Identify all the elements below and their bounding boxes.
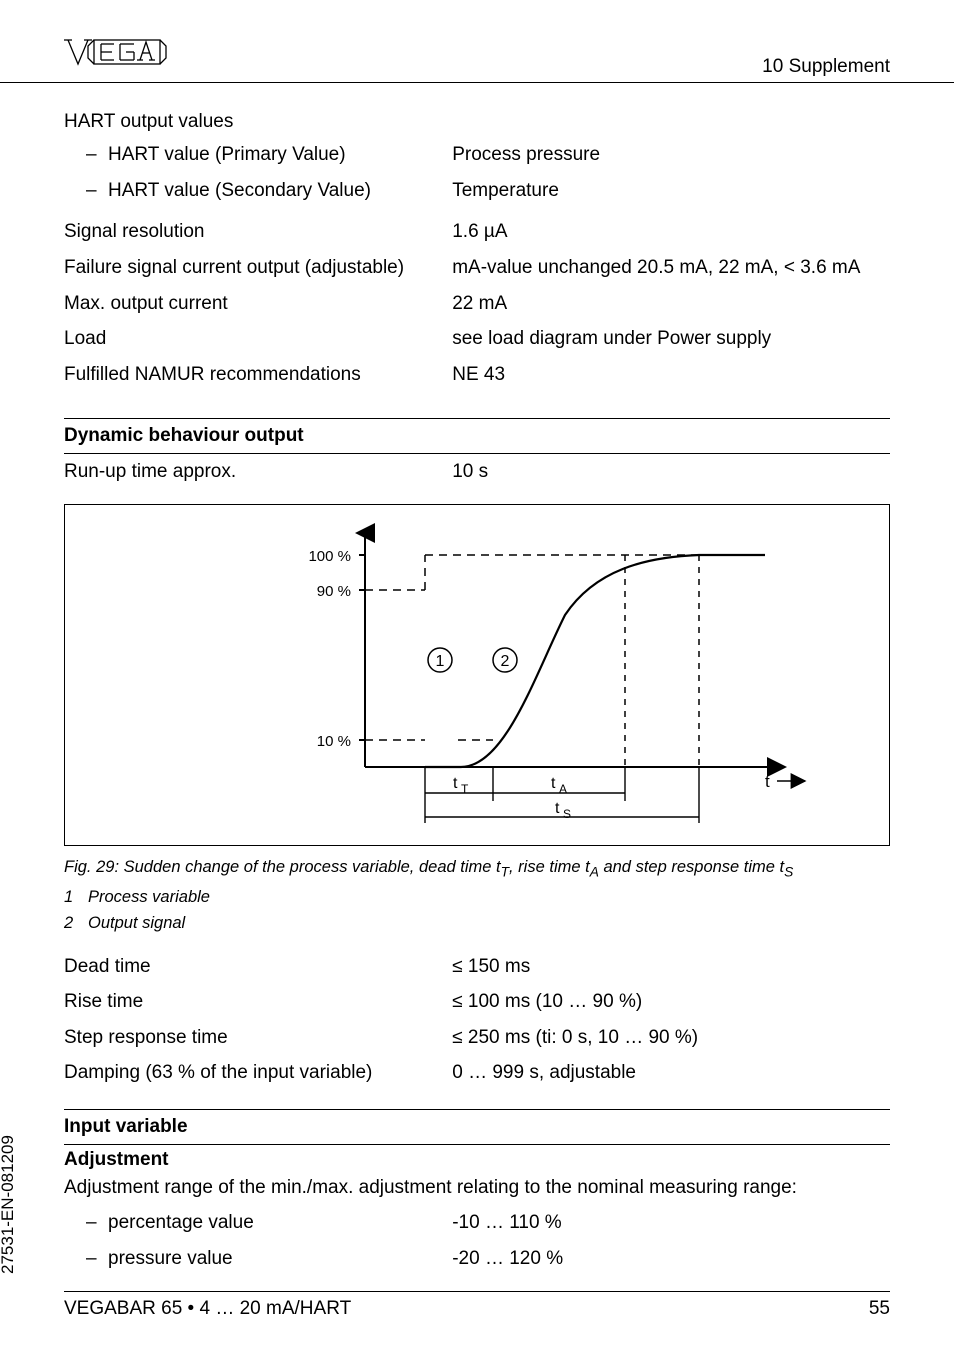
hart-table: –HART value (Primary Value) Process pres… (64, 137, 890, 208)
input-variable-title: Input variable (64, 1114, 890, 1145)
table-row: Dead time≤ 150 ms (64, 949, 890, 985)
hart-v-0: Process pressure (452, 137, 890, 173)
hart-k-0: HART value (Primary Value) (108, 142, 346, 168)
timing-table: Dead time≤ 150 ms Rise time≤ 100 ms (10 … (64, 949, 890, 1092)
dynamic-table: Run-up time approx.10 s (64, 454, 890, 490)
table-row: Max. output current22 mA (64, 286, 890, 322)
dynamic-section-title: Dynamic behaviour output (64, 418, 890, 454)
table-row: Failure signal current output (adjustabl… (64, 250, 890, 286)
figure-caption: Fig. 29: Sudden change of the process va… (64, 856, 890, 882)
figure-29: 100 % 90 % 10 % 1 2 t T (64, 504, 890, 846)
adjustment-subheading: Adjustment (64, 1149, 890, 1171)
svg-text:t: t (555, 800, 560, 817)
svg-text:A: A (559, 782, 567, 796)
table-row: –HART value (Primary Value) Process pres… (64, 137, 890, 173)
hart-title: HART output values (64, 107, 890, 137)
logo (64, 34, 174, 78)
svg-text:T: T (461, 782, 469, 796)
table-row: Run-up time approx.10 s (64, 454, 890, 490)
hart-v-1: Temperature (452, 173, 890, 209)
svg-text:t: t (551, 775, 556, 792)
header-section-label: 10 Supplement (762, 56, 890, 78)
adjustment-table: –percentage value -10 … 110 % –pressure … (64, 1205, 890, 1276)
page-header: 10 Supplement (0, 0, 954, 83)
svg-text:2: 2 (501, 653, 510, 670)
svg-text:90 %: 90 % (317, 583, 351, 600)
svg-text:t: t (453, 775, 458, 792)
svg-text:S: S (563, 807, 571, 821)
table-row: Rise time≤ 100 ms (10 … 90 %) (64, 984, 890, 1020)
footer-page-number: 55 (869, 1298, 890, 1320)
svg-text:1: 1 (436, 653, 445, 670)
footer-left: VEGABAR 65 • 4 … 20 mA/HART (64, 1298, 351, 1320)
adjustment-text: Adjustment range of the min./max. adjust… (64, 1177, 890, 1199)
table-row: Fulfilled NAMUR recommendationsNE 43 (64, 357, 890, 393)
table-row: –pressure value -20 … 120 % (64, 1241, 890, 1277)
table-row: –HART value (Secondary Value) Temperatur… (64, 173, 890, 209)
hart-k-1: HART value (Secondary Value) (108, 178, 371, 204)
table-row: Loadsee load diagram under Power supply (64, 321, 890, 357)
doc-id-label: 27531-EN-081209 (0, 1135, 18, 1274)
svg-text:10 %: 10 % (317, 733, 351, 750)
table-row: Damping (63 % of the input variable)0 … … (64, 1055, 890, 1091)
table-row: Step response time≤ 250 ms (ti: 0 s, 10 … (64, 1020, 890, 1056)
general-table: Signal resolution1.6 µA Failure signal c… (64, 214, 890, 392)
caption-line-1: 1Process variable (64, 886, 890, 908)
table-row: Signal resolution1.6 µA (64, 214, 890, 250)
svg-text:t: t (765, 772, 770, 791)
caption-line-2: 2Output signal (64, 912, 890, 934)
svg-text:100 %: 100 % (308, 548, 351, 565)
page-footer: VEGABAR 65 • 4 … 20 mA/HART 55 (64, 1291, 890, 1320)
divider (64, 1109, 890, 1110)
page-content: HART output values –HART value (Primary … (0, 107, 954, 1276)
table-row: –percentage value -10 … 110 % (64, 1205, 890, 1241)
